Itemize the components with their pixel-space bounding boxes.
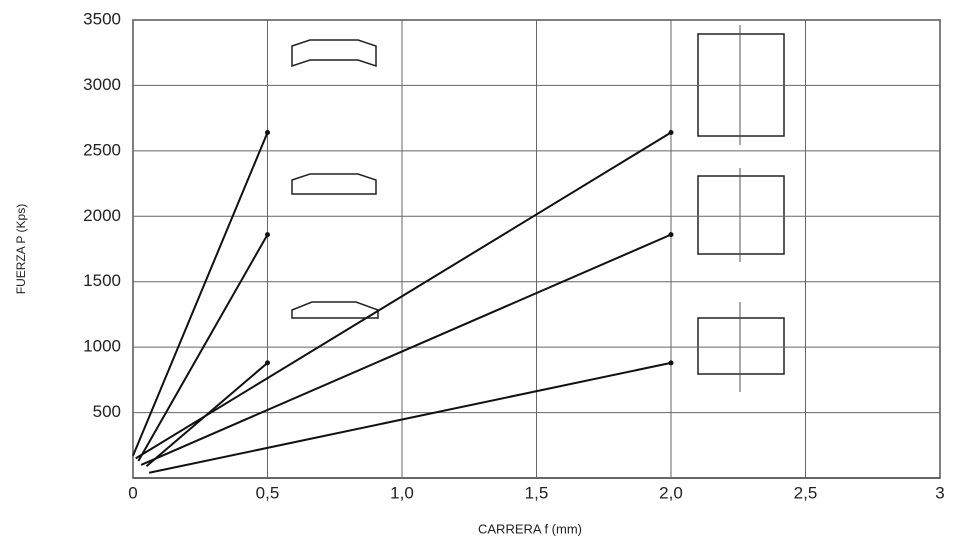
series-line [132,132,269,457]
y-tick-label: 2000 [83,206,121,225]
end-point [668,130,674,136]
y-axis-label: FUERZA P (Kps) [14,204,28,294]
series-line [137,234,269,462]
y-tick-label: 3500 [83,9,121,28]
x-tick-label: 1,5 [525,483,549,502]
end-point [265,130,270,136]
x-tick-label: 0 [128,483,137,502]
series-line [135,131,672,460]
y-tick-label: 1000 [83,337,121,356]
x-tick-label: 1,0 [390,483,414,502]
end-point [668,360,674,366]
x-tick-label: 0,5 [256,483,280,502]
y-tick-label: 1500 [83,271,121,290]
y-tick-label: 2500 [83,140,121,159]
x-tick-label: 3 [935,483,944,502]
end-point [265,360,270,366]
x-tick-label: 2,5 [794,483,818,502]
y-tick-label: 500 [93,402,121,421]
series-line [140,233,672,466]
y-tick-label: 3000 [83,75,121,94]
end-point [265,232,270,238]
x-tick-label: 2,0 [659,483,683,502]
series-line [148,361,672,474]
x-axis-label: CARRERA f (mm) [478,521,582,536]
end-point [668,232,674,238]
